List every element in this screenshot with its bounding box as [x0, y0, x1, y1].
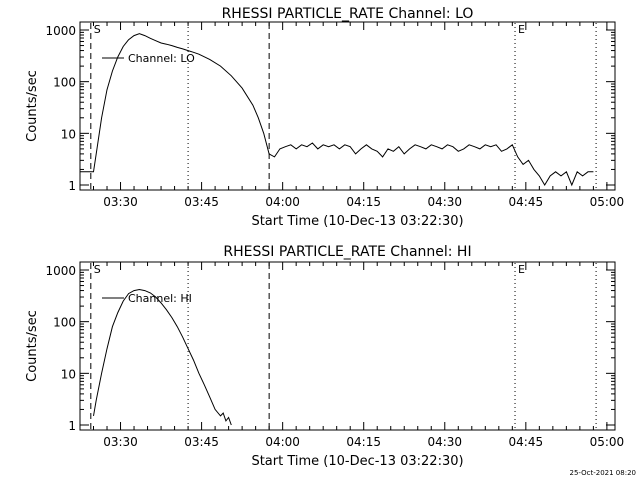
legend-label: Channel: LO	[128, 52, 195, 65]
y-tick-label: 10	[61, 127, 76, 141]
x-tick-label: 04:30	[427, 195, 462, 209]
x-axis-label: Start Time (10-Dec-13 03:22:30)	[251, 454, 463, 469]
chart-panel-lo: RHESSI PARTICLE_RATE Channel: LO Start Ti…	[25, 6, 624, 229]
y-tick-label: 100	[53, 76, 76, 90]
chart-title: RHESSI PARTICLE_RATE Channel: LO	[222, 6, 474, 22]
series-line	[80, 33, 594, 187]
plot-frame	[79, 21, 616, 191]
x-axis-label: Start Time (10-Dec-13 03:22:30)	[251, 214, 463, 229]
y-tick-label: 10	[61, 367, 76, 381]
y-axis-label: Counts/sec	[25, 70, 40, 142]
y-tick-label: 1	[68, 419, 76, 433]
y-tick-label: 1000	[45, 264, 76, 278]
x-tick-label: 04:15	[346, 435, 381, 449]
plot-frame	[79, 261, 616, 431]
x-tick-label: 04:00	[265, 195, 300, 209]
series-line	[93, 288, 232, 426]
x-tick-label: 05:00	[590, 435, 625, 449]
marker-label: S	[94, 23, 101, 36]
x-tick-label: 04:00	[265, 435, 300, 449]
y-tick-label: 1000	[45, 24, 76, 38]
x-tick-label: 03:45	[184, 435, 219, 449]
y-axis-label: Counts/sec	[25, 310, 40, 382]
marker-label: E	[518, 23, 525, 36]
chart-title: RHESSI PARTICLE_RATE Channel: HI	[223, 244, 471, 260]
legend-label: Channel: HI	[128, 292, 192, 305]
x-tick-label: 04:45	[509, 195, 544, 209]
marker-label: E	[518, 263, 525, 276]
chart-panel-hi: RHESSI PARTICLE_RATE Channel: HI Start Ti…	[25, 244, 624, 469]
y-tick-label: 100	[53, 316, 76, 330]
x-tick-label: 03:45	[184, 195, 219, 209]
x-tick-label: 03:30	[103, 435, 138, 449]
x-tick-label: 04:15	[346, 195, 381, 209]
x-tick-label: 04:30	[427, 435, 462, 449]
x-tick-label: 04:45	[509, 435, 544, 449]
y-tick-label: 1	[68, 179, 76, 193]
marker-label: S	[94, 263, 101, 276]
x-tick-label: 03:30	[103, 195, 138, 209]
x-tick-label: 05:00	[590, 195, 625, 209]
footer-date: 25-Oct-2021 08:20	[570, 469, 636, 477]
